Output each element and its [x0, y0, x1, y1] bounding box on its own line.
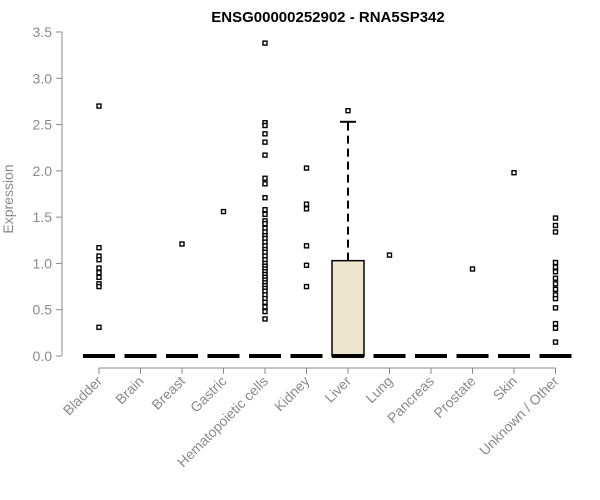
outlier-point	[262, 220, 268, 227]
x-tick-label: Breast	[148, 373, 188, 413]
outlier-point	[303, 243, 310, 249]
x-tick-label: Unknown / Other	[476, 373, 562, 459]
outlier-point	[96, 274, 102, 281]
outlier-point	[345, 107, 351, 114]
outlier-point	[552, 281, 559, 287]
outlier-point	[262, 207, 268, 213]
y-tick-label: 0.0	[33, 348, 53, 364]
box-iqr	[331, 259, 365, 357]
outlier-point	[262, 195, 268, 201]
x-tick-label: Skin	[490, 373, 521, 404]
x-tick-label: Prostate	[430, 373, 478, 421]
outlier-point	[552, 325, 559, 331]
outlier-point	[262, 131, 268, 137]
box-group	[166, 241, 198, 358]
outlier-point	[262, 122, 268, 129]
outlier-point	[262, 175, 268, 181]
outlier-point	[303, 262, 310, 268]
outlier-point	[262, 304, 268, 310]
box-group	[83, 103, 115, 358]
x-tick-label: Liver	[321, 373, 354, 406]
y-axis: 0.0 0.5 1.0 1.5 2.0 2.5 3.0 3.5	[33, 24, 63, 364]
y-tick-label: 3.5	[33, 24, 53, 40]
outlier-point	[262, 316, 268, 322]
boxes-group	[83, 40, 572, 358]
outlier-point	[262, 152, 268, 158]
outlier-point	[262, 139, 268, 145]
outlier-point	[552, 269, 559, 275]
outlier-point	[511, 170, 517, 176]
box-group	[498, 170, 530, 358]
outlier-point	[96, 269, 102, 276]
outlier-point	[303, 165, 310, 171]
outlier-point	[552, 305, 559, 311]
y-tick-label: 2.5	[33, 117, 53, 133]
outlier-point	[552, 339, 559, 345]
outlier-point	[96, 265, 102, 271]
outlier-point	[552, 215, 559, 221]
y-tick-label: 0.5	[33, 302, 53, 318]
outlier-point	[262, 308, 268, 315]
outlier-point	[96, 283, 102, 290]
y-tick-label: 3.0	[33, 70, 53, 86]
y-tick-label: 1.5	[33, 209, 53, 225]
x-tick-label: Brain	[112, 373, 146, 407]
outlier-point	[179, 241, 185, 247]
outlier-point	[552, 275, 559, 281]
outlier-point	[552, 295, 559, 302]
box-group	[290, 165, 323, 358]
outlier-point	[552, 320, 559, 327]
outlier-point	[552, 222, 559, 229]
y-tick-label: 2.0	[33, 163, 53, 179]
outlier-point	[220, 208, 227, 215]
box-group	[249, 40, 281, 358]
outlier-point	[96, 257, 102, 263]
x-tick-label: Kidney	[271, 373, 313, 415]
outlier-point	[552, 229, 559, 235]
outlier-point	[262, 40, 268, 46]
outlier-point	[552, 259, 559, 266]
box-group	[373, 252, 406, 358]
outlier-point	[96, 244, 102, 251]
outlier-point	[303, 206, 310, 212]
x-tick-label: Bladder	[60, 373, 106, 419]
x-tick-label: Lung	[362, 373, 395, 406]
box-group	[207, 208, 240, 358]
outlier-point	[386, 252, 393, 258]
box-group	[331, 107, 365, 358]
chart-title: ENSG00000252902 - RNA5SP342	[211, 9, 444, 26]
y-axis-label: Expression	[0, 164, 16, 233]
outlier-point	[262, 181, 268, 187]
outlier-point	[262, 299, 268, 306]
outlier-point	[552, 264, 559, 270]
outlier-point	[303, 283, 310, 290]
box-group	[539, 215, 572, 358]
y-tick-label: 1.0	[33, 255, 53, 271]
outlier-point	[96, 324, 102, 331]
outlier-point	[303, 201, 310, 207]
outlier-point	[469, 266, 476, 272]
box-group	[456, 266, 489, 358]
outlier-point	[262, 211, 268, 218]
outlier-point	[96, 103, 102, 109]
outlier-point	[552, 286, 559, 293]
